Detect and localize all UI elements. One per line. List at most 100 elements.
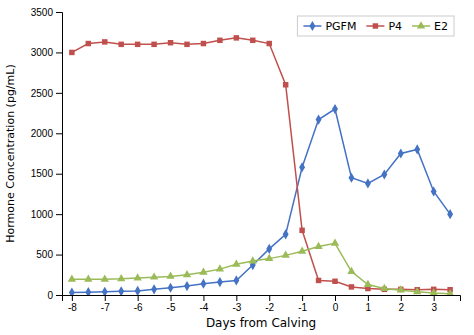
legend-symbol <box>373 23 378 28</box>
point <box>69 50 74 55</box>
point <box>234 35 239 40</box>
point <box>117 274 125 281</box>
point <box>217 38 222 43</box>
point <box>133 273 141 280</box>
point <box>349 173 355 183</box>
point <box>69 287 75 295</box>
point <box>249 256 257 263</box>
y-tick: 0 <box>47 290 62 301</box>
x-tick-label: 2 <box>399 302 405 313</box>
point <box>446 289 454 295</box>
point <box>84 274 92 281</box>
x-tick-mark <box>138 295 139 301</box>
point <box>101 274 109 281</box>
point <box>397 285 405 292</box>
y-tick-mark <box>56 12 62 13</box>
legend-item: E2 <box>412 20 448 33</box>
y-tick-mark <box>56 52 62 53</box>
legend-label: E2 <box>434 20 448 33</box>
point <box>398 148 404 158</box>
x-tick-mark <box>401 295 402 301</box>
point <box>232 259 240 266</box>
y-tick: 1000 <box>31 209 62 220</box>
point <box>168 283 174 293</box>
point <box>250 38 255 43</box>
x-tick-mark <box>302 295 303 301</box>
point <box>102 39 107 44</box>
legend-item: PGFM <box>303 20 356 33</box>
y-tick-label: 3500 <box>31 7 54 18</box>
point <box>299 228 304 233</box>
x-tick: -2 <box>265 295 274 313</box>
point <box>283 229 289 239</box>
point <box>216 264 224 271</box>
x-tick-label: -7 <box>101 302 110 313</box>
point <box>447 209 453 219</box>
point <box>413 287 421 294</box>
x-tick-label: -3 <box>232 302 241 313</box>
legend: PGFMP4E2 <box>297 16 454 36</box>
x-tick: 0 <box>333 295 339 313</box>
marks <box>68 35 455 295</box>
y-tick-label: 0 <box>47 290 53 301</box>
x-tick: 2 <box>399 295 405 313</box>
y-tick-label: 2000 <box>31 128 54 139</box>
legend-label: PGFM <box>325 20 356 33</box>
x-tick-label: 3 <box>431 302 437 313</box>
x-tick: -7 <box>101 295 110 313</box>
x-tick-label: -8 <box>68 302 77 313</box>
line <box>72 38 450 290</box>
point <box>431 186 437 196</box>
legend-box <box>297 16 454 36</box>
point <box>298 247 306 254</box>
point <box>150 272 158 279</box>
point <box>364 280 372 287</box>
x-tick-mark <box>171 295 172 301</box>
x-tick: -5 <box>167 295 176 313</box>
x-tick: 3 <box>431 295 437 313</box>
point <box>217 277 223 287</box>
point <box>332 104 338 114</box>
point <box>199 268 207 275</box>
x-tick-mark <box>203 295 204 301</box>
x-tick-label: -5 <box>167 302 176 313</box>
y-tick: 2000 <box>31 128 62 139</box>
point <box>118 286 124 295</box>
y-tick-mark <box>56 174 62 175</box>
y-tick-mark <box>56 295 62 296</box>
point <box>201 41 206 46</box>
legend-symbol <box>417 21 425 28</box>
x-tick: -4 <box>199 295 208 313</box>
point <box>184 281 190 291</box>
point <box>316 114 322 124</box>
point <box>331 238 339 245</box>
point <box>135 286 141 295</box>
y-tick: 1500 <box>31 168 62 179</box>
point <box>265 254 273 261</box>
point <box>118 42 123 47</box>
point <box>151 42 156 47</box>
point <box>68 274 76 281</box>
point <box>135 42 140 47</box>
point <box>430 288 438 295</box>
x-tick-mark <box>269 295 270 301</box>
y-tick-label: 500 <box>36 249 53 260</box>
point <box>184 42 189 47</box>
y-tick: 2500 <box>31 88 62 99</box>
point <box>365 178 371 188</box>
point <box>233 275 239 285</box>
plot: -8-7-6-5-4-3-2-1012305001000150020002500… <box>31 7 461 313</box>
chart: -8-7-6-5-4-3-2-1012305001000150020002500… <box>0 0 474 335</box>
point <box>283 82 288 87</box>
point <box>349 284 354 289</box>
point <box>200 279 206 289</box>
y-tick-label: 1000 <box>31 209 54 220</box>
y-tick-label: 1500 <box>31 168 54 179</box>
point <box>183 270 191 277</box>
x-axis-title: Days from Calving <box>206 316 316 330</box>
y-axis: 0500100015002000250030003500 <box>31 7 63 301</box>
point <box>85 287 91 295</box>
y-tick-mark <box>56 255 62 256</box>
point <box>414 144 420 154</box>
point <box>102 287 108 295</box>
